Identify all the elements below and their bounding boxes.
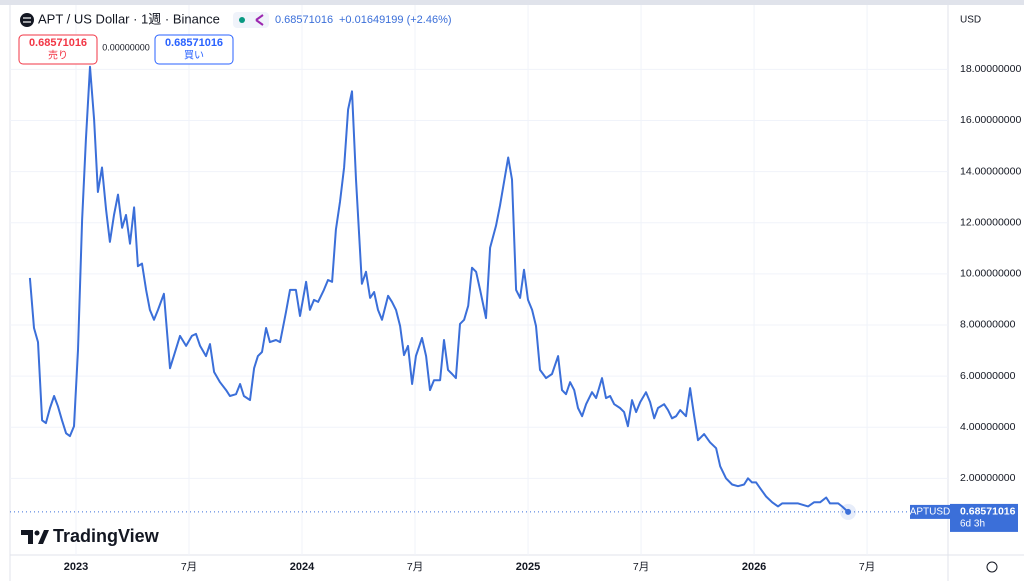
y-tick-label: 14.00000000 [960,165,1021,177]
y-tick-label: 12.00000000 [960,216,1021,228]
status-badge [233,12,269,28]
symbol-title: APT / US Dollar · 1週 · Binance [38,11,220,26]
y-tick-label: 4.00000000 [960,421,1016,433]
price-label-box [950,503,1018,532]
sell-label: 売り [48,49,68,62]
price-change: +0.01649199 (+2.46%) [339,14,452,26]
sell-price: 0.68571016 [29,37,87,49]
y-tick-label: 6.00000000 [960,370,1016,382]
price-label-symbol: APTUSD [910,507,951,518]
last-price: 0.68571016 [275,14,333,26]
y-tick-label: 16.00000000 [960,114,1021,126]
price-label-symbol-box [910,504,950,519]
currency[interactable]: USD [960,15,981,26]
logo-text: TradingView [53,526,160,546]
sell-button[interactable] [18,34,98,65]
x-tick-label: 2023 [64,561,88,573]
settings-icon[interactable] [986,561,998,573]
symbol-icon [20,13,34,27]
buy-price: 0.68571016 [165,37,223,49]
y-tick-label: 2.00000000 [960,472,1016,484]
buy-button[interactable] [154,34,234,65]
y-tick-label: 8.00000000 [960,319,1016,331]
last-point [845,508,852,515]
y-tick-label: 10.00000000 [960,268,1021,280]
logo-icon [21,530,33,544]
x-tick-label: 7月 [859,561,875,573]
x-tick-label: 7月 [407,561,423,573]
x-tick-label: 7月 [181,561,197,573]
y-tick-label: 18.00000000 [960,63,1021,75]
buy-label: 買い [184,50,204,62]
x-tick-label: 7月 [633,561,649,573]
logo-icon [38,530,49,544]
price-label-countdown: 6d 3h [960,519,985,530]
x-tick-label: 2025 [516,561,540,573]
x-tick-label: 2026 [742,561,766,573]
x-tick-label: 2024 [290,561,315,573]
price-line [28,65,849,513]
status-dot [239,17,245,23]
status-icon [255,14,264,26]
price-label-price: 0.68571016 [960,506,1016,518]
logo-icon [34,530,40,536]
top-border [0,0,1024,5]
spread: 0.00000000 [102,42,150,52]
